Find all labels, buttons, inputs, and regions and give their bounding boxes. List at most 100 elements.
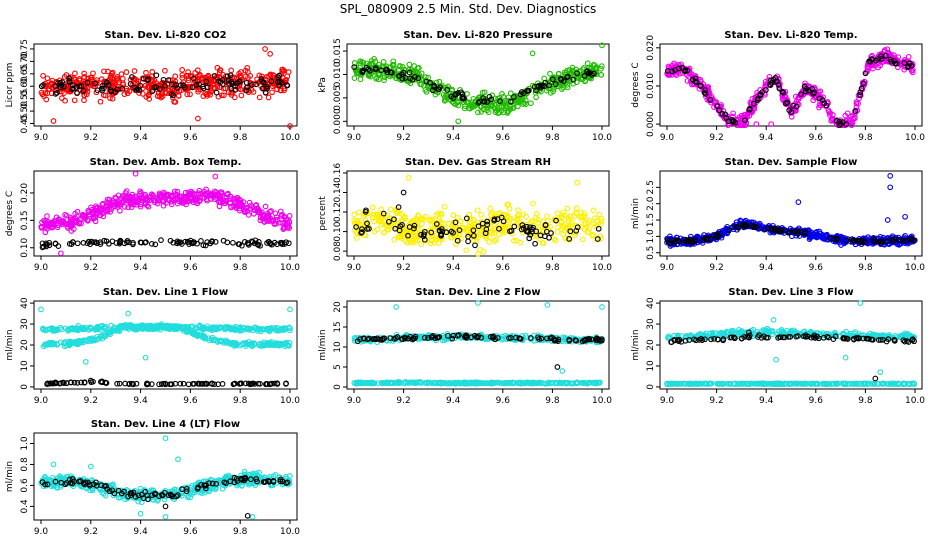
- x-tick-label: 9.8: [545, 133, 560, 143]
- data-point: [153, 72, 160, 79]
- data-point: [836, 122, 843, 128]
- data-point: [179, 67, 186, 73]
- series-2-5-minute: [39, 237, 292, 251]
- x-tick-label: 9.0: [34, 263, 49, 273]
- data-point: [383, 66, 390, 73]
- data-point: [714, 103, 721, 109]
- panel-title: Stan. Dev. Line 2 Flow: [415, 287, 540, 298]
- data-point: [38, 83, 45, 90]
- x-tick-label: 9.0: [347, 396, 362, 406]
- data-point: [45, 86, 52, 93]
- data-point: [406, 61, 413, 68]
- data-point: [793, 103, 800, 110]
- data-point: [214, 83, 221, 90]
- data-point: [507, 90, 514, 97]
- data-point: [357, 58, 364, 65]
- data-point: [231, 94, 238, 101]
- data-point: [549, 76, 556, 83]
- data-point: [517, 91, 524, 98]
- data-point: [697, 83, 704, 89]
- x-tick-label: 9.6: [496, 263, 511, 273]
- data-point: [238, 92, 245, 99]
- data-point: [415, 75, 422, 82]
- y-tick-label: 10: [20, 360, 30, 372]
- data-point: [499, 91, 505, 97]
- data-point: [719, 110, 726, 117]
- y-axis-label: ml/min: [5, 329, 15, 360]
- data-point: [470, 104, 476, 110]
- data-point: [569, 64, 576, 71]
- data-point: [127, 81, 134, 87]
- data-point: [185, 77, 192, 84]
- data-point: [478, 211, 485, 218]
- x-tick-label: 9.8: [233, 133, 248, 143]
- y-tick-label: 10: [333, 341, 343, 353]
- outlier-point: [125, 310, 131, 317]
- data-point: [730, 117, 737, 124]
- data-point: [418, 241, 425, 247]
- data-point: [692, 73, 699, 79]
- plot-frame: [33, 43, 298, 127]
- data-point: [211, 73, 218, 79]
- data-point: [107, 74, 114, 81]
- data-point: [190, 75, 197, 82]
- data-point: [881, 47, 888, 53]
- y-axis-label: degrees C: [631, 62, 641, 107]
- data-point: [702, 91, 709, 97]
- data-point: [579, 236, 586, 243]
- x-tick-label: 9.4: [759, 133, 774, 143]
- x-tick-label: 9.0: [347, 263, 362, 273]
- data-point: [819, 97, 826, 103]
- outlier-point: [267, 51, 273, 57]
- outlier-point: [599, 42, 605, 49]
- data-point: [554, 210, 561, 217]
- data-point: [105, 68, 111, 75]
- y-axis-label: ml/min: [631, 198, 641, 229]
- outlier-point: [887, 184, 894, 191]
- data-point: [97, 98, 104, 105]
- data-point: [444, 87, 451, 93]
- data-point: [172, 73, 179, 80]
- data-point: [480, 106, 487, 113]
- data-point: [44, 213, 50, 219]
- data-point: [784, 99, 791, 106]
- plot-frame: [346, 300, 610, 390]
- data-point: [363, 64, 370, 71]
- data-point: [153, 84, 160, 90]
- y-tick-label: 0: [333, 384, 343, 390]
- data-point: [669, 68, 675, 75]
- outlier-point: [902, 213, 908, 220]
- data-point: [858, 85, 865, 92]
- data-point: [258, 76, 265, 83]
- data-point: [170, 92, 176, 99]
- data-point: [66, 75, 72, 81]
- series-2-5-minute: [351, 64, 597, 106]
- y-tick-label: 0: [20, 384, 30, 390]
- data-point: [44, 75, 51, 82]
- data-point: [162, 67, 168, 74]
- outlier-point: [262, 46, 268, 52]
- data-point: [878, 56, 885, 62]
- data-point: [814, 94, 820, 101]
- data-point: [284, 82, 290, 89]
- y-axis-label: ml/min: [318, 329, 328, 360]
- x-tick-label: 10.0: [280, 263, 300, 273]
- data-point: [906, 60, 913, 67]
- data-point: [560, 82, 566, 88]
- data-point: [368, 61, 375, 68]
- y-tick-label: 40: [20, 297, 30, 309]
- data-point: [380, 59, 387, 65]
- x-tick-label: 9.4: [446, 133, 461, 143]
- y-tick-label: 0.45: [20, 113, 30, 133]
- data-point: [722, 111, 729, 118]
- data-point: [842, 112, 849, 119]
- data-point: [81, 97, 87, 104]
- data-point: [236, 70, 242, 77]
- x-tick-label: 9.4: [133, 263, 148, 273]
- y-tick-label: 20: [20, 339, 30, 351]
- data-point: [677, 70, 683, 77]
- data-point: [452, 92, 459, 98]
- data-point: [243, 87, 250, 94]
- data-point: [279, 69, 286, 75]
